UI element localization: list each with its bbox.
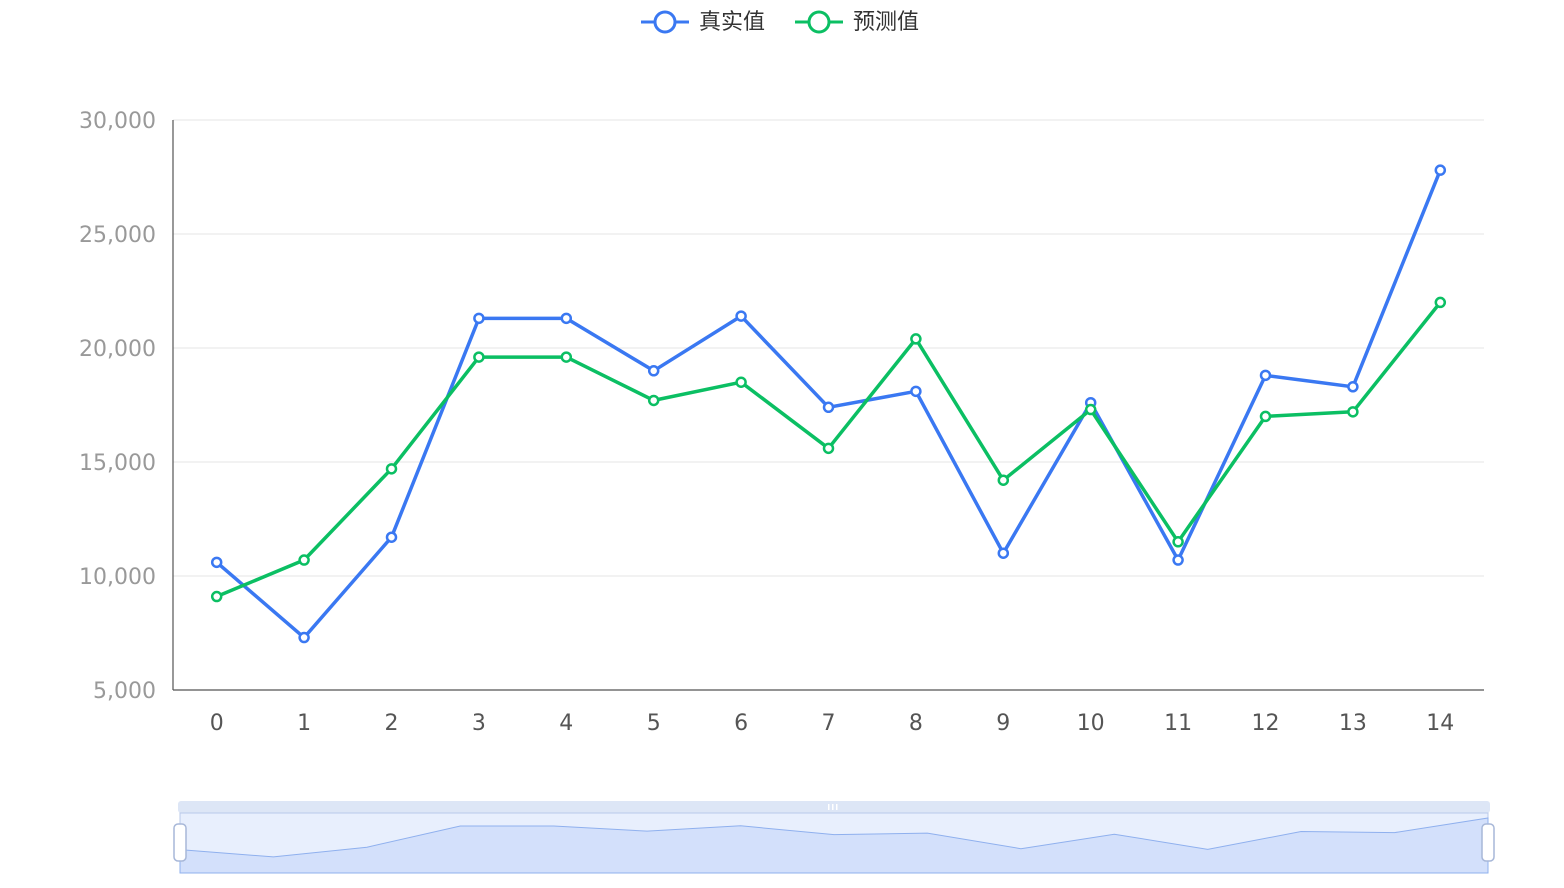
data-point[interactable] (298, 554, 310, 566)
data-point[interactable] (735, 376, 747, 388)
data-zoom-left-handle[interactable] (173, 823, 187, 862)
x-tick-label: 5 (647, 711, 661, 736)
data-point[interactable] (647, 365, 660, 377)
data-zoom-top-bar[interactable] (178, 801, 1490, 813)
x-tick-label: 14 (1426, 711, 1454, 736)
data-point[interactable] (473, 351, 485, 363)
x-tick-label: 1 (297, 711, 311, 736)
x-tick-label: 7 (822, 711, 836, 736)
x-tick-label: 4 (559, 711, 573, 736)
data-point[interactable] (910, 333, 922, 345)
x-tick-label: 8 (909, 711, 923, 736)
data-point[interactable] (1434, 296, 1447, 309)
data-point[interactable] (560, 312, 573, 325)
x-tick-label: 11 (1164, 711, 1192, 736)
data-point[interactable] (385, 531, 398, 543)
data-point[interactable] (298, 631, 310, 644)
data-point[interactable] (210, 556, 223, 569)
data-point[interactable] (735, 310, 747, 322)
data-point[interactable] (1259, 369, 1272, 382)
data-point[interactable] (997, 474, 1010, 486)
data-point[interactable] (910, 385, 922, 398)
legend[interactable]: 真实值 预测值 (641, 10, 919, 35)
data-point[interactable] (1347, 406, 1359, 418)
legend-label-predicted: 预测值 (853, 10, 919, 35)
data-point[interactable] (210, 590, 223, 603)
circle-line-icon (807, 10, 831, 34)
x-tick-label: 10 (1077, 711, 1105, 736)
x-tick-label: 9 (996, 711, 1010, 736)
y-tick-label: 10,000 (79, 565, 156, 590)
legend-item-actual[interactable]: 真实值 (641, 10, 765, 35)
series (210, 164, 1447, 644)
y-tick-label: 15,000 (79, 451, 156, 476)
data-point[interactable] (822, 401, 835, 414)
y-tick-label: 25,000 (79, 223, 156, 248)
y-tick-label: 30,000 (79, 109, 156, 134)
circle-line-icon (653, 10, 677, 34)
x-tick-label: 0 (210, 711, 224, 736)
data-point[interactable] (473, 312, 485, 325)
data-zoom-slider[interactable] (173, 801, 1495, 874)
data-zoom-drag-grip-icon[interactable] (828, 804, 838, 810)
data-point[interactable] (1259, 410, 1272, 423)
x-tick-label: 2 (385, 711, 399, 736)
data-point[interactable] (1434, 164, 1447, 176)
y-tick-label: 20,000 (79, 337, 156, 362)
x-tick-label: 3 (472, 711, 486, 736)
data-point[interactable] (1172, 554, 1184, 566)
data-point[interactable] (1347, 381, 1359, 393)
data-point[interactable] (647, 394, 660, 407)
data-point[interactable] (560, 351, 573, 363)
data-point[interactable] (997, 547, 1010, 559)
x-tick-label: 12 (1252, 711, 1280, 736)
grid-lines (173, 119, 1484, 577)
data-zoom-right-handle[interactable] (1481, 823, 1495, 862)
x-tick-label: 13 (1339, 711, 1367, 736)
data-point[interactable] (385, 463, 398, 475)
legend-label-actual: 真实值 (699, 10, 765, 35)
data-point[interactable] (822, 442, 835, 455)
x-tick-label: 6 (734, 711, 748, 736)
data-point[interactable] (1172, 536, 1184, 548)
legend-item-predicted[interactable]: 预测值 (795, 10, 919, 35)
y-tick-label: 5,000 (93, 679, 156, 704)
data-point[interactable] (1084, 403, 1097, 416)
